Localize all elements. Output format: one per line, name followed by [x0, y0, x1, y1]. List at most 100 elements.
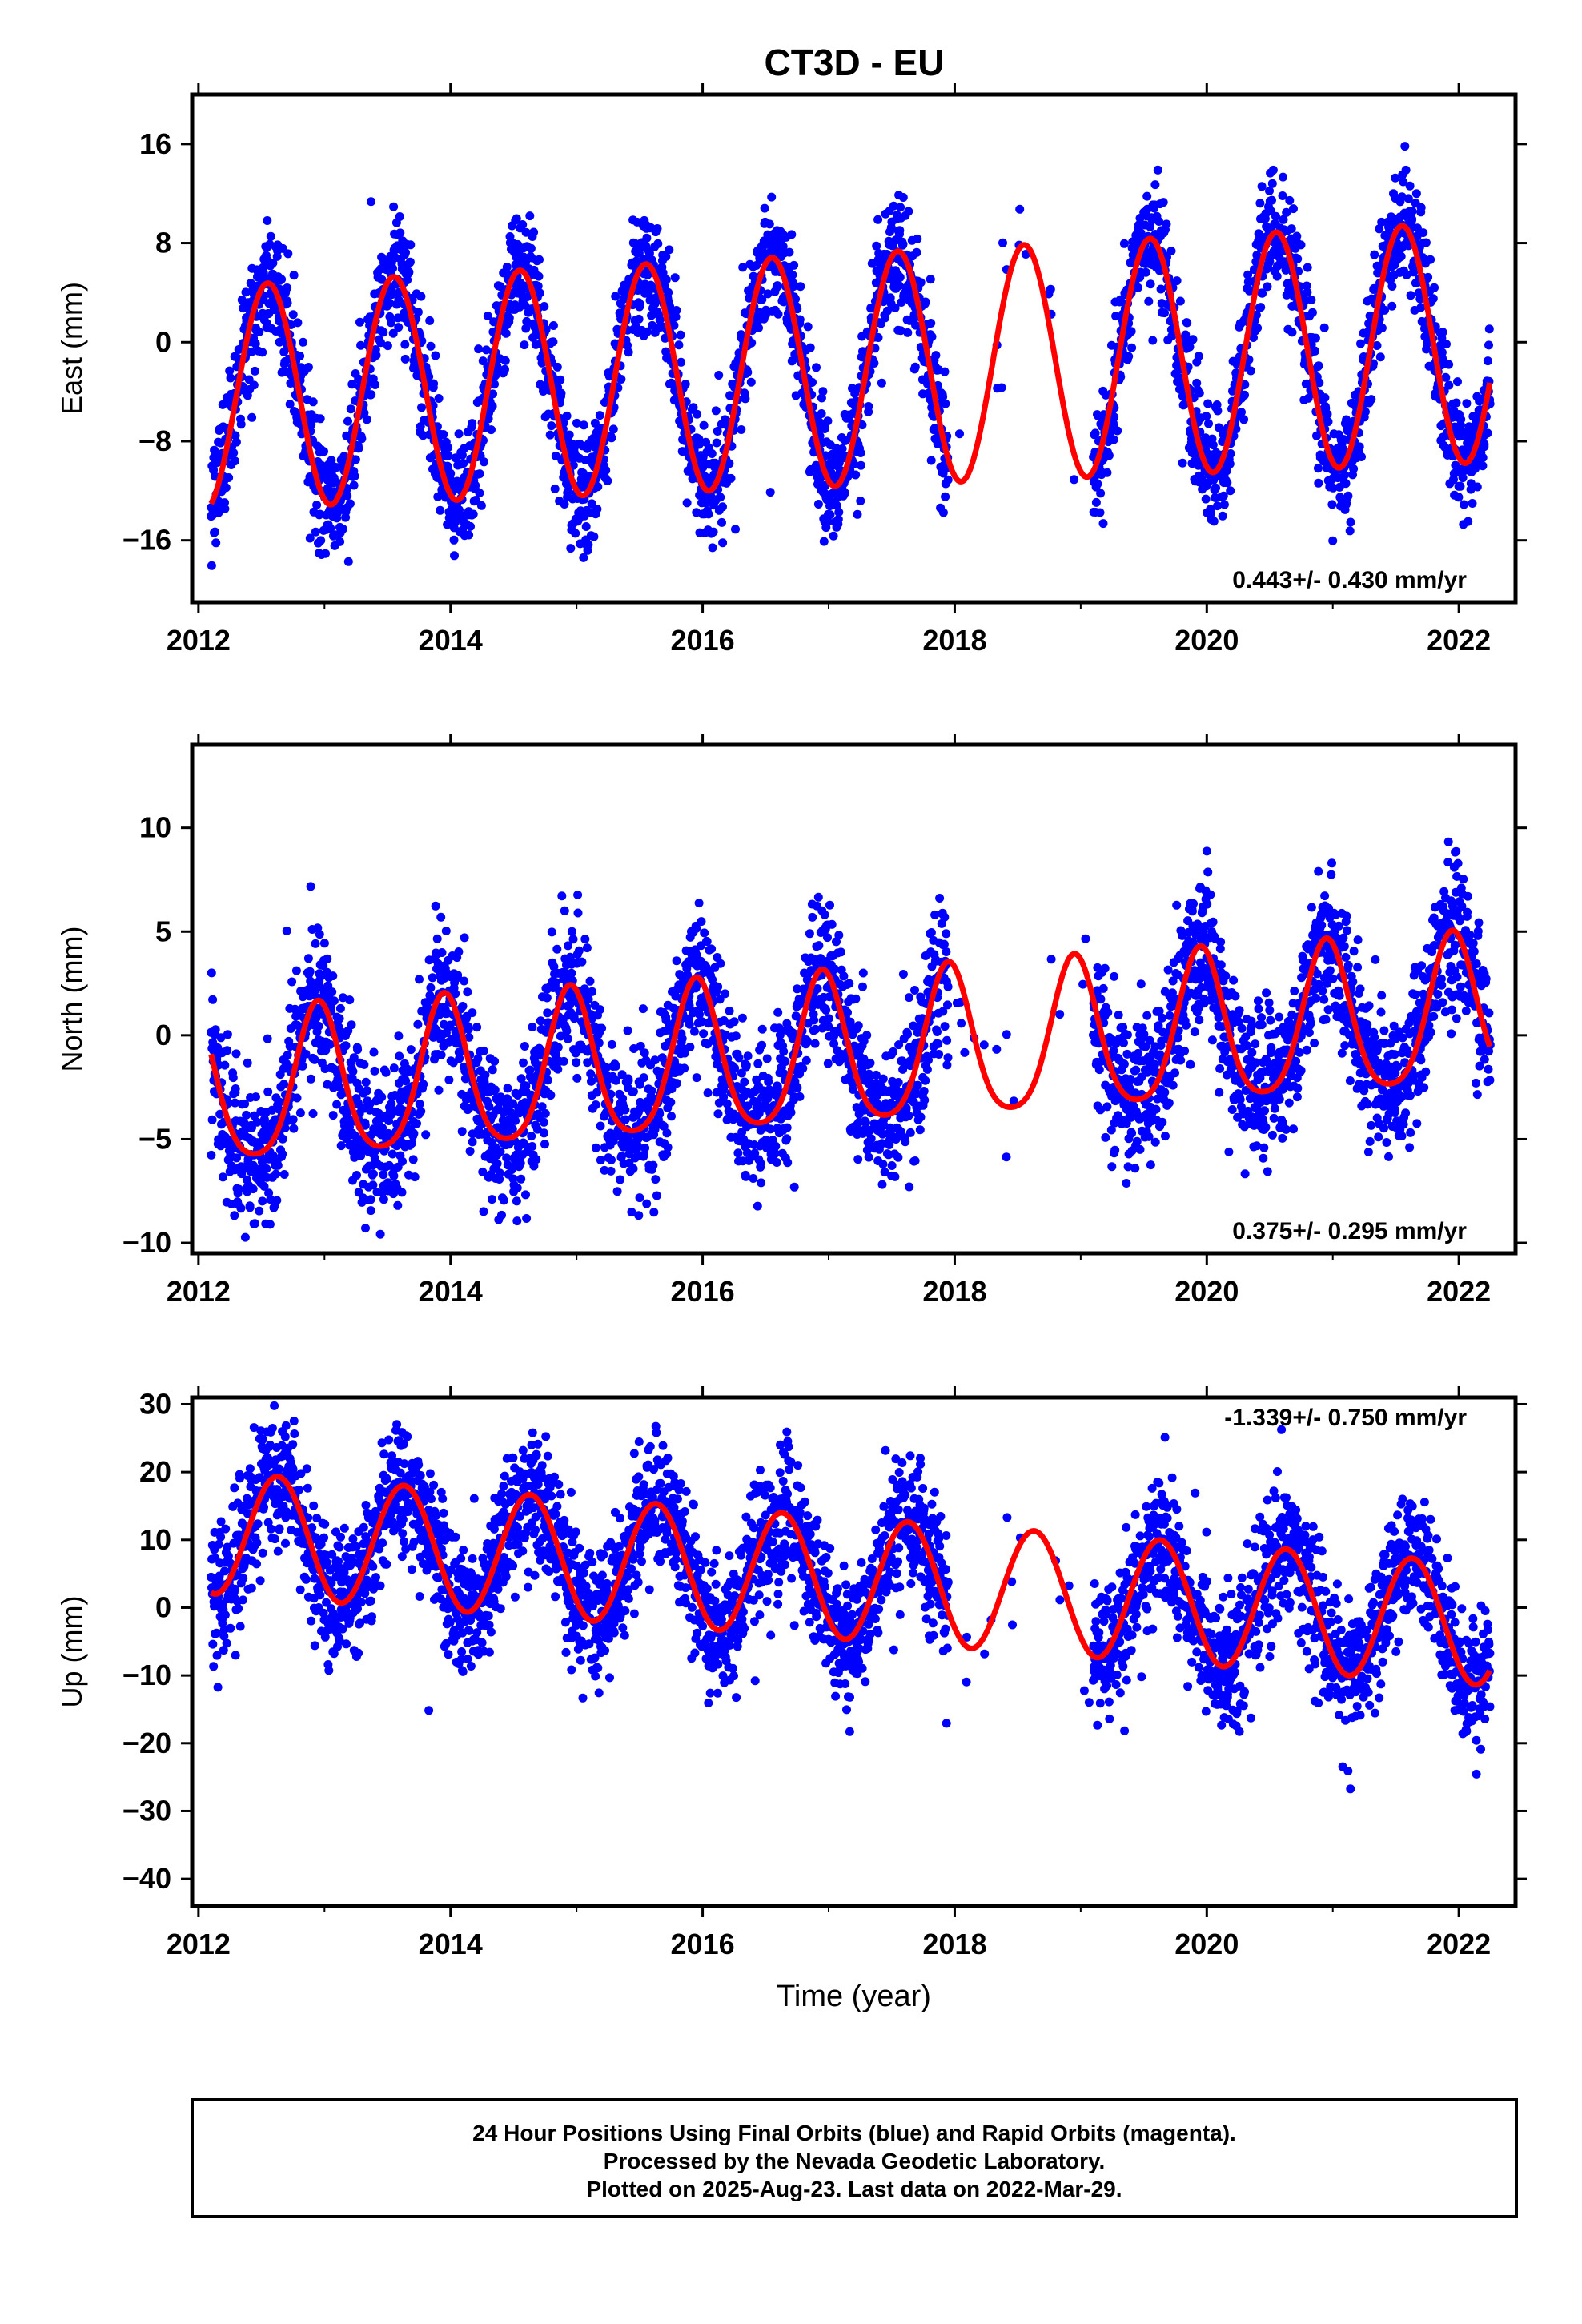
- data-point: [354, 444, 363, 453]
- data-point: [379, 1195, 388, 1204]
- data-point: [1483, 356, 1492, 366]
- data-point: [397, 1188, 407, 1197]
- data-point: [1285, 195, 1295, 205]
- data-point: [525, 211, 535, 221]
- data-point: [449, 535, 459, 545]
- data-point: [546, 1091, 556, 1100]
- data-point: [608, 424, 618, 434]
- data-point: [251, 339, 260, 348]
- data-point: [308, 1109, 318, 1118]
- data-point: [1225, 459, 1235, 468]
- data-point: [468, 419, 477, 428]
- data-point: [666, 1097, 676, 1107]
- data-point: [350, 472, 359, 481]
- data-point: [459, 459, 468, 468]
- data-point: [642, 1199, 652, 1208]
- data-point: [553, 1064, 563, 1074]
- data-point: [248, 1184, 258, 1194]
- data-point: [926, 319, 936, 328]
- data-point: [1251, 310, 1261, 320]
- data-point: [1252, 251, 1262, 260]
- data-point: [795, 315, 805, 324]
- data-point: [207, 561, 216, 570]
- data-point: [557, 891, 567, 901]
- data-point: [955, 429, 964, 439]
- data-point: [458, 1002, 468, 1011]
- x-tick-label: 2022: [1427, 624, 1491, 657]
- data-point: [243, 1058, 252, 1068]
- data-point: [231, 437, 241, 447]
- data-point: [1166, 247, 1176, 255]
- data-point: [527, 1132, 536, 1141]
- y-axis-label: East (mm): [55, 282, 88, 415]
- data-point: [1345, 526, 1355, 536]
- data-point: [1405, 181, 1415, 191]
- data-point: [757, 295, 767, 304]
- data-point: [1258, 288, 1267, 298]
- data-point: [606, 1166, 616, 1176]
- data-point: [1110, 412, 1119, 422]
- data-point: [1104, 451, 1114, 460]
- data-point: [624, 1076, 633, 1085]
- data-point: [299, 337, 308, 347]
- data-point: [857, 420, 867, 430]
- data-point: [457, 1127, 467, 1136]
- data-point: [856, 448, 865, 457]
- data-point: [597, 1023, 607, 1033]
- data-point: [351, 455, 360, 464]
- data-point: [1070, 475, 1079, 485]
- data-point: [548, 337, 558, 347]
- data-point: [311, 527, 320, 537]
- data-point: [1315, 378, 1324, 388]
- data-point: [236, 1204, 246, 1213]
- data-point: [663, 1143, 673, 1152]
- data-point: [288, 310, 298, 320]
- data-point: [532, 1155, 541, 1164]
- data-point: [208, 995, 218, 1004]
- data-point: [869, 359, 879, 368]
- data-point: [825, 510, 835, 520]
- data-point: [451, 453, 460, 463]
- data-point: [347, 1020, 356, 1030]
- data-point: [580, 455, 590, 464]
- data-point: [283, 283, 292, 292]
- data-point: [235, 1184, 243, 1194]
- data-point: [787, 230, 797, 239]
- data-point: [921, 297, 930, 307]
- data-point: [607, 1039, 616, 1049]
- data-point: [612, 1187, 622, 1196]
- data-point: [343, 557, 353, 566]
- data-point: [293, 318, 303, 328]
- data-point: [1150, 180, 1160, 190]
- data-point: [577, 957, 587, 967]
- data-point: [471, 480, 480, 490]
- data-point: [616, 1175, 625, 1184]
- data-point: [472, 1023, 482, 1032]
- data-point: [465, 1147, 475, 1156]
- data-point: [434, 394, 444, 403]
- data-point: [1115, 295, 1125, 304]
- data-point: [689, 403, 698, 412]
- data-point: [556, 375, 565, 384]
- y-tick-label: −16: [122, 524, 171, 557]
- data-point: [516, 1174, 526, 1184]
- data-point: [1185, 342, 1195, 352]
- data-point: [540, 1128, 548, 1138]
- data-point: [357, 434, 367, 444]
- data-point: [231, 456, 239, 466]
- data-point: [288, 1115, 298, 1124]
- data-point: [661, 251, 671, 261]
- data-point: [540, 302, 549, 311]
- data-point: [265, 1220, 275, 1229]
- data-point: [1268, 165, 1278, 175]
- data-point: [417, 403, 426, 412]
- data-point: [1444, 380, 1454, 390]
- data-point: [377, 275, 387, 284]
- data-point: [559, 1056, 568, 1066]
- data-point: [620, 1105, 630, 1115]
- data-point: [767, 192, 777, 202]
- data-point: [310, 1055, 319, 1064]
- data-point: [490, 1085, 500, 1095]
- data-point: [765, 219, 774, 229]
- data-point: [343, 416, 352, 426]
